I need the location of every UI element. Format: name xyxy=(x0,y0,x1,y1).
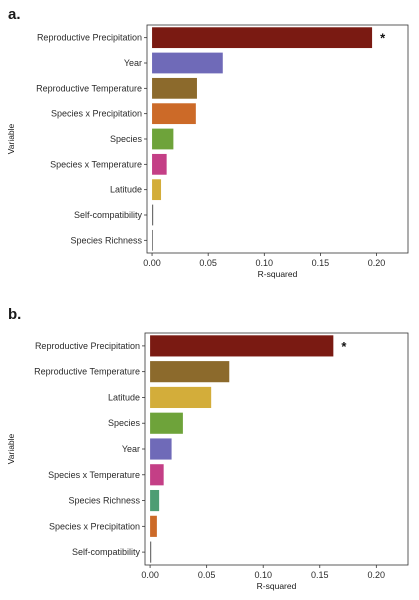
category-label: Latitude xyxy=(108,392,140,402)
bar xyxy=(152,77,197,99)
x-tick-label: 0.15 xyxy=(312,258,330,268)
y-axis-title: Variable xyxy=(6,433,16,464)
category-label: Reproductive Precipitation xyxy=(35,341,140,351)
x-tick-label: 0.00 xyxy=(141,570,159,580)
bar xyxy=(152,229,153,251)
category-label: Species xyxy=(108,418,141,428)
bar xyxy=(150,489,160,512)
bar xyxy=(152,52,223,74)
bar xyxy=(152,204,154,226)
bar xyxy=(150,438,172,460)
category-label: Species x Precipitation xyxy=(51,109,142,119)
category-label: Year xyxy=(122,444,140,454)
category-label: Reproductive Temperature xyxy=(34,367,140,377)
bar xyxy=(152,179,162,201)
bar xyxy=(150,412,183,434)
bar xyxy=(150,361,230,383)
x-tick-label: 0.05 xyxy=(198,570,216,580)
bar xyxy=(152,128,174,150)
category-label: Reproductive Temperature xyxy=(36,83,142,93)
x-tick-label: 0.20 xyxy=(368,570,386,580)
category-label: Species x Temperature xyxy=(50,159,142,169)
bar-chart-a: Reproductive Precipitation * Year Reproduct… xyxy=(6,24,409,279)
x-tick-label: 0.00 xyxy=(143,258,161,268)
category-label: Latitude xyxy=(110,185,142,195)
category-label: Species x Precipitation xyxy=(49,521,140,531)
bar xyxy=(150,335,334,357)
bar xyxy=(150,464,164,486)
y-axis-title: Variable xyxy=(6,123,16,154)
chart-panel-b: b. Reproductive Precipitation * Reproducti… xyxy=(0,300,419,600)
category-label: Self-compatibility xyxy=(72,547,141,557)
category-label: Reproductive Precipitation xyxy=(37,33,142,43)
panel-label: b. xyxy=(8,306,22,323)
chart-panel-a: a. Reproductive Precipitation * Year Reprod… xyxy=(6,6,409,279)
category-label: Species Richness xyxy=(70,235,142,245)
significance-marker: * xyxy=(341,339,347,354)
panel-label: a. xyxy=(8,6,21,23)
category-label: Species xyxy=(110,134,143,144)
bar xyxy=(150,541,152,563)
category-label: Species Richness xyxy=(68,496,140,506)
bar xyxy=(152,103,196,125)
bar xyxy=(152,27,373,49)
x-axis-title: R-squared xyxy=(257,581,297,591)
bar-chart-b: Reproductive Precipitation * Reproductive … xyxy=(6,332,409,591)
category-label: Species x Temperature xyxy=(48,470,140,480)
bar xyxy=(152,153,167,175)
x-tick-label: 0.20 xyxy=(368,258,386,268)
category-label: Self-compatibility xyxy=(74,210,143,220)
bar xyxy=(150,515,157,537)
x-tick-label: 0.10 xyxy=(256,258,274,268)
x-axis-title: R-squared xyxy=(258,269,298,279)
x-tick-label: 0.05 xyxy=(199,258,217,268)
x-tick-label: 0.10 xyxy=(254,570,272,580)
significance-marker: * xyxy=(380,31,386,46)
category-label: Year xyxy=(124,58,142,68)
x-tick-label: 0.15 xyxy=(311,570,329,580)
bar xyxy=(150,386,212,409)
